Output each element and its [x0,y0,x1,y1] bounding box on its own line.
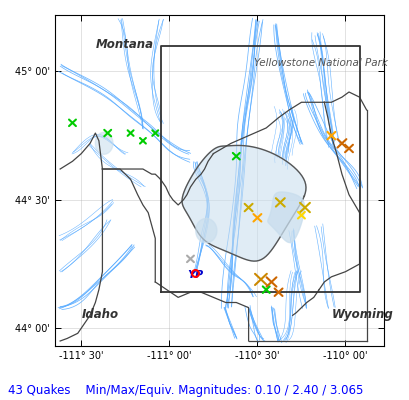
Text: Yellowstone National Park: Yellowstone National Park [253,58,387,68]
Text: Idaho: Idaho [81,308,118,321]
Text: Wyoming: Wyoming [330,308,392,321]
Polygon shape [182,146,305,261]
Polygon shape [267,192,304,242]
Polygon shape [95,132,113,154]
Text: YP: YP [187,270,202,280]
Text: Montana: Montana [95,38,153,51]
Polygon shape [195,218,216,243]
Text: 43 Quakes    Min/Max/Equiv. Magnitudes: 0.10 / 2.40 / 3.065: 43 Quakes Min/Max/Equiv. Magnitudes: 0.1… [8,384,363,397]
